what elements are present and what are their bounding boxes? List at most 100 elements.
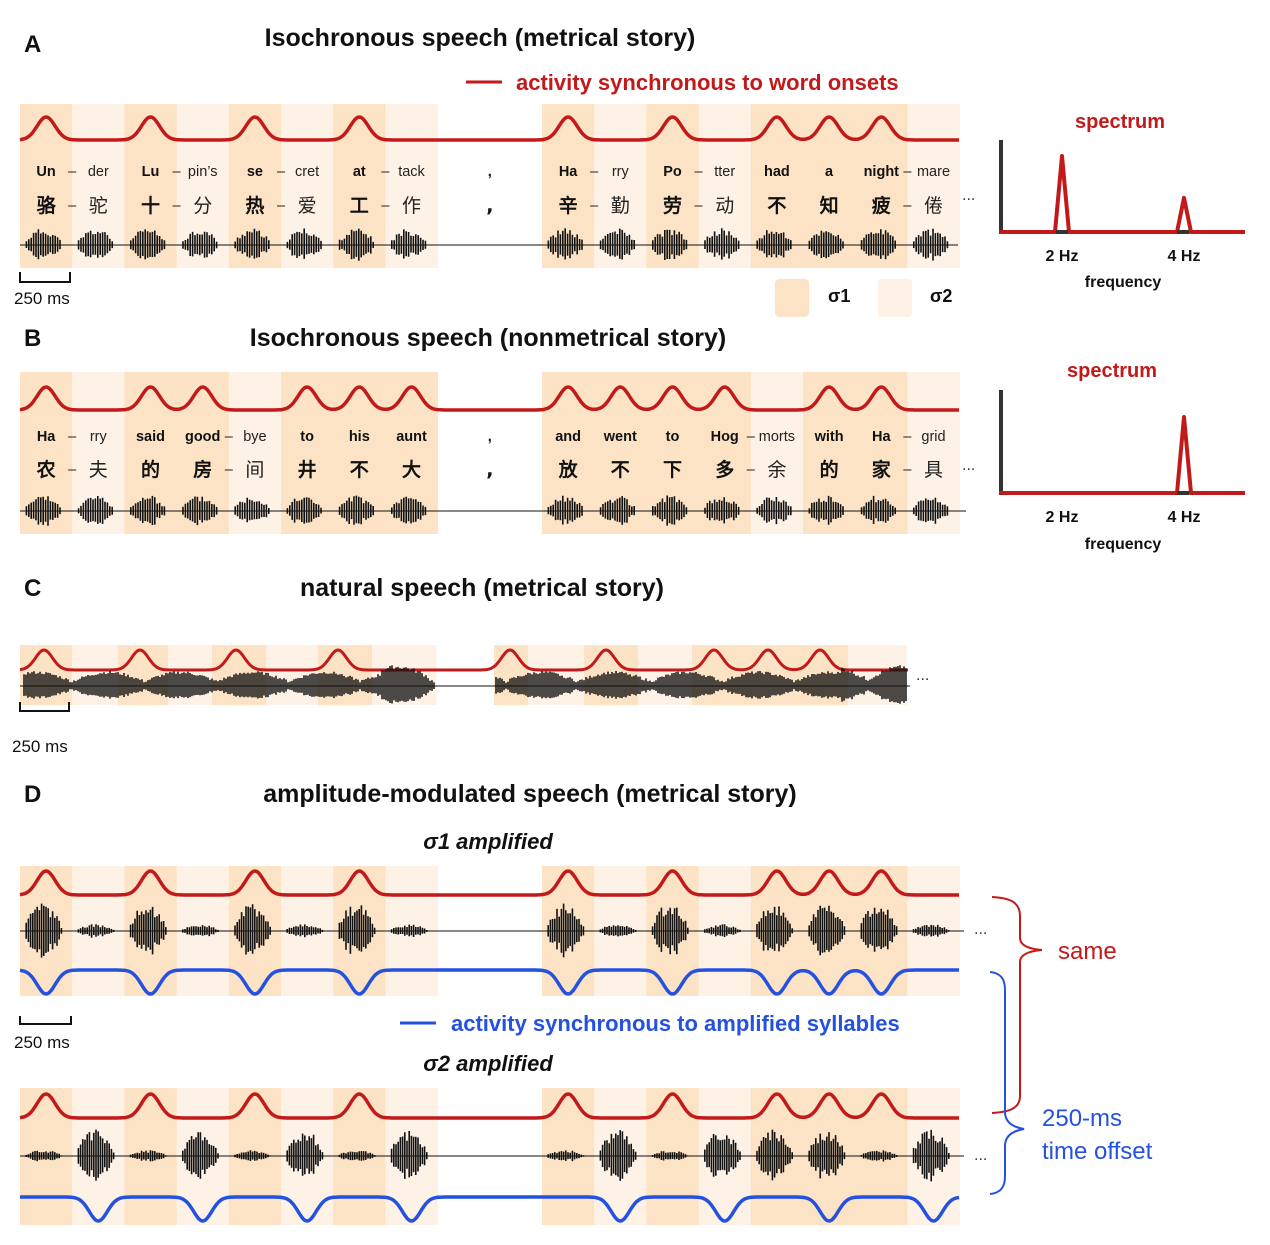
syllable-label: a: [825, 164, 834, 180]
syllable-label: grid: [921, 429, 945, 445]
hyphen: –: [68, 462, 77, 478]
waveform-syllable: [860, 907, 898, 952]
waveform-syllable: [77, 230, 116, 258]
character-label: 不: [767, 195, 786, 217]
syllable-label: with: [814, 429, 844, 445]
waveform-syllable: [704, 228, 742, 260]
hyphen: –: [381, 164, 390, 180]
spectrum-a-title: spectrum: [1075, 111, 1165, 133]
comma-label: ,: [486, 459, 493, 481]
panel-title-d: amplitude-modulated speech (metrical sto…: [263, 780, 796, 808]
character-label: 不: [350, 459, 369, 481]
syllable-label: to: [666, 429, 680, 445]
syllable-label: Hog: [711, 429, 739, 445]
panel-c-scale-label: 250 ms: [12, 737, 68, 756]
legend-blue-label: activity synchronous to amplified syllab…: [451, 1011, 900, 1036]
syllable-label: tack: [398, 164, 425, 180]
panel-d2-word-onset-trace: [19, 1092, 959, 1120]
waveform-syllable: [704, 1134, 741, 1177]
waveform-syllable: [756, 230, 794, 258]
spectrum-b-xlabel: frequency: [1085, 536, 1162, 553]
waveform-syllable: [390, 1131, 428, 1179]
syllable-label: rry: [90, 429, 108, 445]
character-label: 农: [36, 458, 56, 481]
spectrum-b-tick-label-2hz: 2 Hz: [1046, 509, 1079, 526]
waveform-syllable: [182, 496, 220, 526]
syllable-label: aunt: [396, 429, 427, 445]
waveform-syllable: [338, 905, 376, 954]
panel-d-sigma1-subtitle: σ1 amplified: [423, 829, 553, 854]
hyphen: –: [590, 164, 599, 180]
waveform-syllable: [129, 906, 167, 955]
character-label: 具: [924, 459, 943, 481]
comma-label: ,: [488, 164, 492, 180]
panel-b-chinese-labels: 农夫– 的房间– 井不大, 放不下多余– 的家具–: [36, 458, 943, 481]
waveform-syllable: [808, 495, 847, 525]
waveform-syllable: [704, 924, 741, 937]
character-label: 的: [820, 458, 839, 481]
waveform-syllable: [756, 906, 793, 952]
waveform-syllable: [808, 905, 846, 956]
spectrum-a-xlabel: frequency: [1085, 274, 1162, 291]
panel-c-waveform: [23, 665, 907, 704]
syllable-label: pin’s: [188, 164, 218, 180]
panel-d2-amplified-trace: [20, 1195, 960, 1223]
panel-a-word-onset-trace: [19, 115, 959, 142]
waveform-syllable: [652, 229, 690, 260]
waveform-syllable: [286, 228, 325, 259]
panel-title-a: Isochronous speech (metrical story): [265, 24, 696, 52]
bracket-offset-label-line2: time offset: [1042, 1138, 1153, 1165]
hyphen: –: [173, 164, 182, 180]
panel-letter-b: B: [24, 325, 41, 352]
waveform-syllable: [182, 1132, 219, 1179]
legend-sigma2-label: σ2: [930, 286, 952, 306]
character-label: 井: [298, 459, 317, 481]
bracket-same: [991, 896, 1043, 1114]
character-label: 房: [193, 458, 212, 481]
character-label: 的: [141, 458, 160, 481]
panel-letter-a: A: [24, 31, 41, 58]
panel-letter-c: C: [24, 575, 41, 602]
character-label: 作: [402, 195, 421, 217]
syllable-label: bye: [243, 429, 266, 445]
waveform-syllable: [234, 228, 272, 259]
waveform-syllable: [547, 1150, 585, 1162]
hyphen: –: [173, 198, 182, 214]
syllable-label: Po: [663, 164, 682, 180]
waveform-syllable: [704, 497, 742, 524]
waveform-syllable: [547, 903, 585, 958]
hyphen: –: [277, 164, 286, 180]
bracket-same-label: same: [1058, 938, 1117, 965]
syllable-label: to: [300, 429, 314, 445]
syllable-label: at: [353, 164, 366, 180]
character-label: 勤: [611, 195, 630, 217]
panel-d-scale-label: 250 ms: [14, 1033, 70, 1052]
comma-label: ,: [486, 195, 493, 217]
character-label: 十: [141, 194, 160, 217]
bracket-offset: [989, 971, 1025, 1195]
waveform-syllable: [860, 1150, 898, 1162]
waveform-syllable: [25, 229, 64, 260]
character-label: 放: [558, 458, 579, 481]
hyphen: –: [277, 198, 286, 214]
syllable-label: went: [603, 429, 637, 445]
waveform-syllable: [547, 495, 586, 525]
syllable-label: der: [88, 164, 109, 180]
character-label: 爱: [298, 195, 317, 217]
hyphen: –: [903, 198, 912, 214]
hyphen: –: [903, 164, 912, 180]
syllable-label: night: [864, 164, 900, 180]
hyphen: –: [695, 164, 704, 180]
spectrum-b-peaks: [1001, 415, 1245, 495]
panel-d1-amplified-trace: [19, 968, 959, 996]
waveform-syllable: [234, 1150, 271, 1161]
syllable-label: his: [349, 429, 370, 445]
waveform-syllable: [913, 497, 951, 524]
waveform-syllable: [25, 903, 63, 958]
character-label: 倦: [924, 195, 943, 217]
waveform-syllable: [338, 228, 377, 261]
comma-label: ,: [488, 429, 492, 445]
waveform-syllable: [391, 496, 429, 524]
hyphen: –: [225, 462, 234, 478]
syllable-label: cret: [295, 164, 319, 180]
